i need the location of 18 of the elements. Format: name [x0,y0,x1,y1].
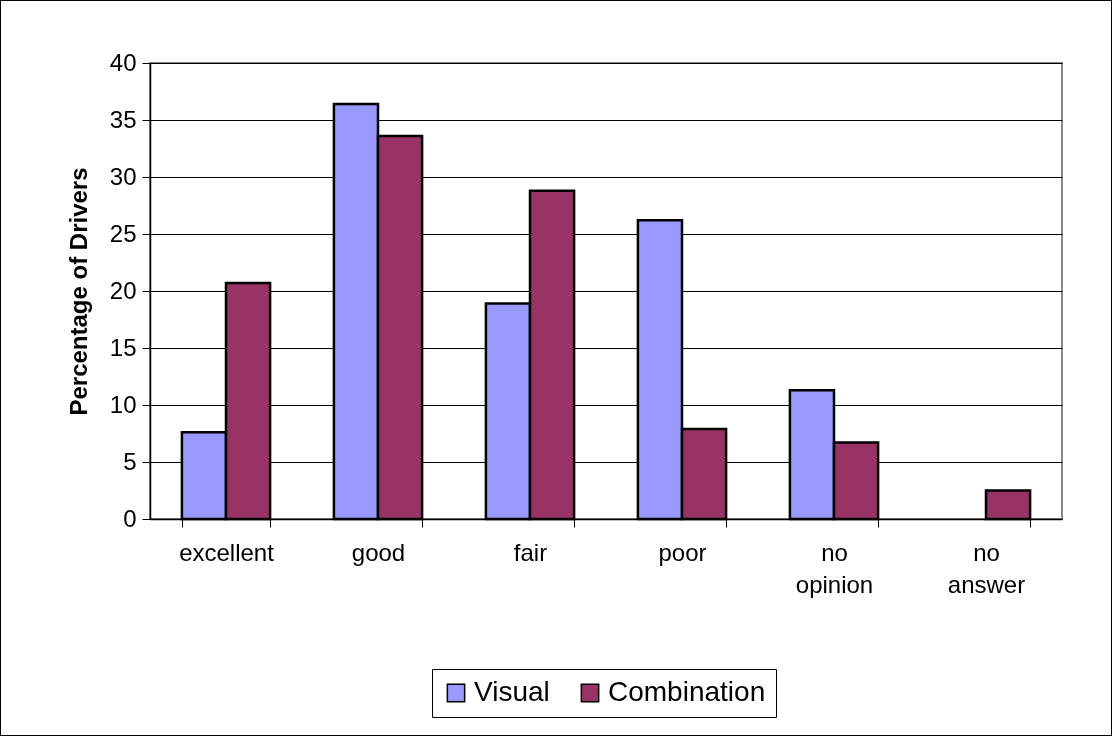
y-tick-label: 25 [109,219,137,247]
y-tick-label: 35 [109,105,137,133]
y-tick-label: 0 [123,504,137,532]
legend-label: Combination [608,676,766,707]
y-tick-label: 30 [109,162,137,190]
x-tick-label: good [351,538,406,566]
y-axis-title: Percentage of Drivers [64,167,92,416]
x-tick-label: excellent [179,538,275,566]
y-tick-label: 5 [123,447,137,475]
x-tick-label: no opinion [795,538,874,598]
y-tick-label: 10 [109,390,137,418]
y-tick-label: 20 [109,276,137,304]
x-tick-label: fair [513,538,548,566]
y-tick-label: 40 [109,48,137,76]
legend-label: Visual [474,676,550,707]
x-tick-label: no answer [947,538,1026,598]
x-tick-label: poor [658,538,707,566]
y-tick-label: 15 [109,333,137,361]
